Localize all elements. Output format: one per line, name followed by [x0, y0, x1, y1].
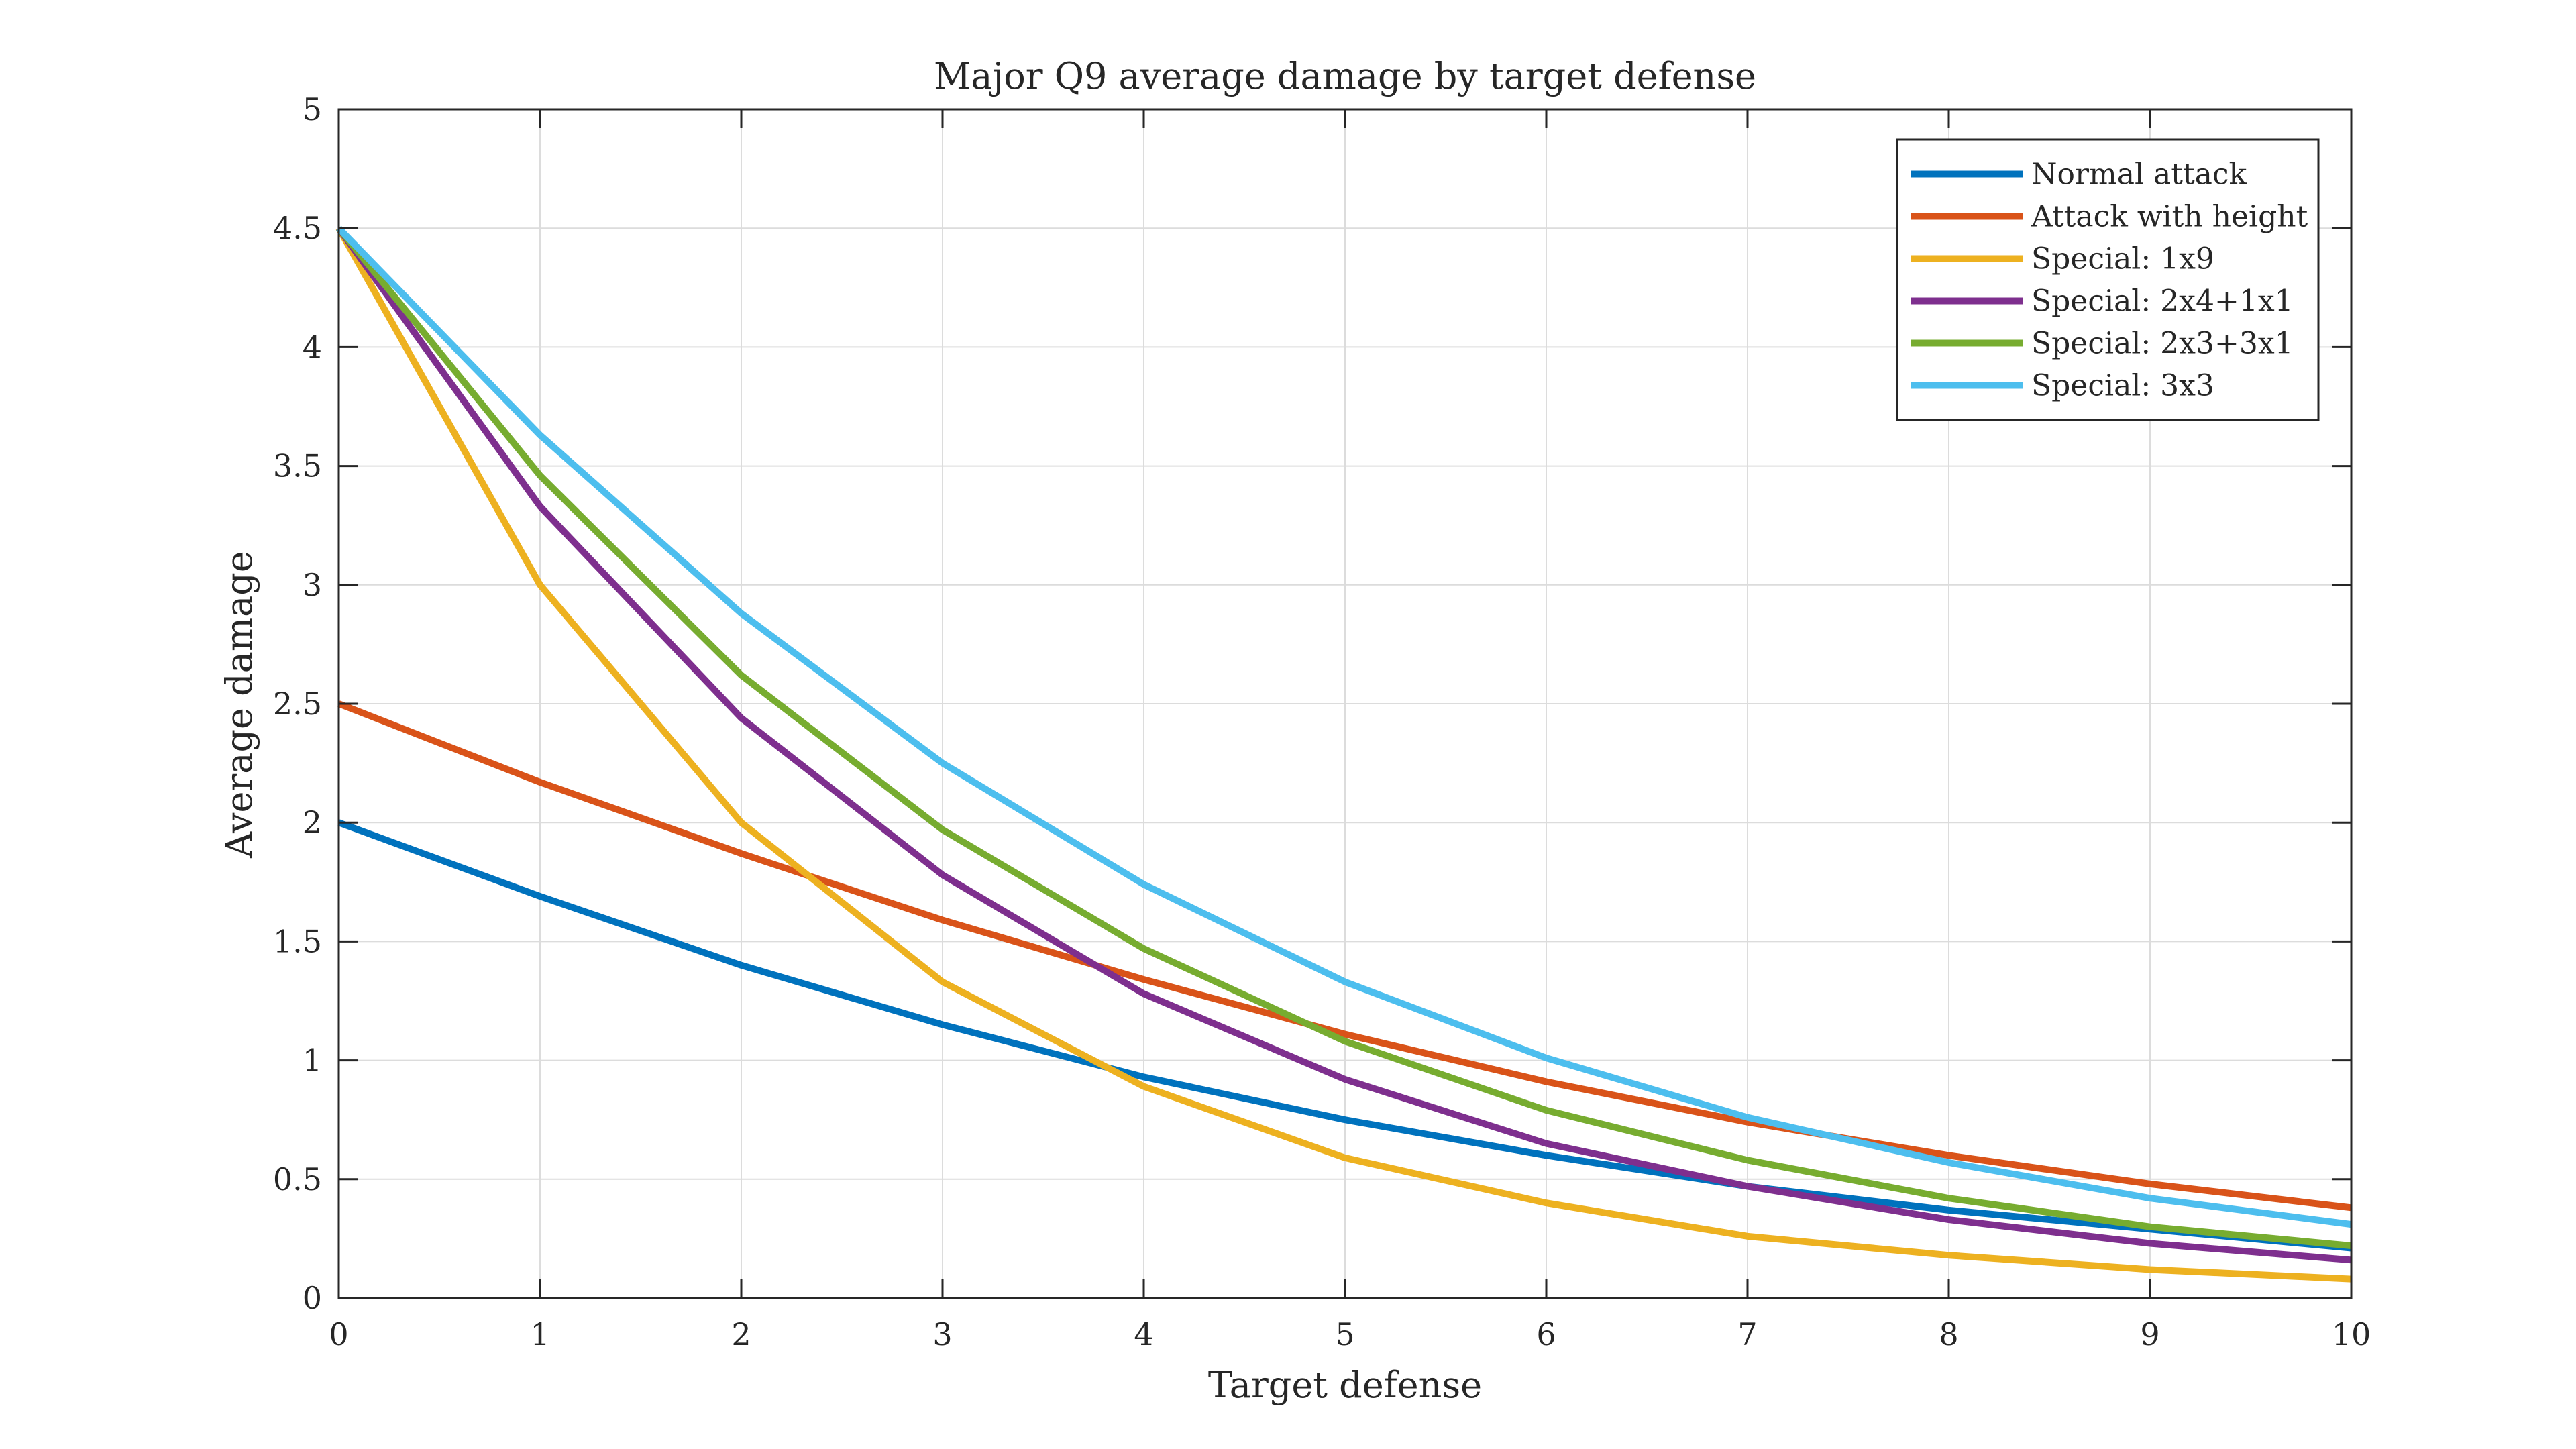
series-line-4: [335, 226, 2352, 1264]
series-line-2: [337, 700, 2352, 1212]
y-axis-label: Average damage: [218, 551, 260, 859]
x-tick-label: 8: [1939, 1316, 1958, 1352]
tick-labels: 0 1 2 3 4 5 6 7 8 9 10 0 0.5 1 1.5 2 2.5 3 3.5 4 4.5 5: [273, 91, 2371, 1352]
axes: [337, 108, 2353, 1299]
x-tick-label: 9: [2140, 1316, 2159, 1352]
legend-label: Special: 2x3+3x1: [2031, 327, 2294, 361]
x-tick-label: 4: [1134, 1316, 1153, 1352]
x-tick-label: 7: [1737, 1316, 1757, 1352]
y-tick-label: 0.5: [273, 1161, 322, 1197]
series-line-1: [337, 819, 2352, 1252]
y-tick-label: 0: [303, 1280, 322, 1316]
series-line-5: [336, 226, 2352, 1250]
x-tick-label: 1: [530, 1316, 549, 1352]
y-tick-label: 2: [303, 804, 322, 841]
legend-box: [1896, 138, 2320, 421]
x-axis-label: Target defense: [1208, 1364, 1482, 1406]
y-tick-label: 3.5: [273, 448, 322, 484]
plot-frame: [337, 108, 2353, 1299]
legend-label: Special: 3x3: [2031, 369, 2214, 403]
x-tick-label: 5: [1335, 1316, 1354, 1352]
y-tick-label: 4: [303, 329, 322, 365]
y-tick-label: 5: [303, 91, 322, 127]
x-tick-label: 10: [2332, 1316, 2371, 1352]
legend-label: Special: 1x9: [2031, 242, 2214, 276]
x-tick-label: 3: [932, 1316, 952, 1352]
x-tick-label: 6: [1536, 1316, 1556, 1352]
series-line-6: [336, 225, 2352, 1228]
series-lines: [335, 225, 2352, 1283]
y-tick-label: 1: [303, 1042, 322, 1079]
y-tick-label: 1.5: [273, 923, 322, 959]
x-tick-label: 0: [329, 1316, 348, 1352]
series-line-3: [335, 226, 2352, 1283]
legend-label: Special: 2x4+1x1: [2031, 284, 2294, 319]
y-tick-label: 4.5: [273, 210, 322, 246]
legend-label: Normal attack: [2031, 158, 2247, 192]
y-tick-label: 2.5: [273, 686, 322, 722]
y-tick-label: 3: [303, 567, 322, 603]
legend: Normal attack Attack with height Special: …: [1896, 138, 2320, 421]
legend-label: Attack with height: [2031, 200, 2308, 234]
chart-title: Major Q9 average damage by target defens…: [934, 55, 1756, 97]
x-tick-label: 2: [731, 1316, 751, 1352]
